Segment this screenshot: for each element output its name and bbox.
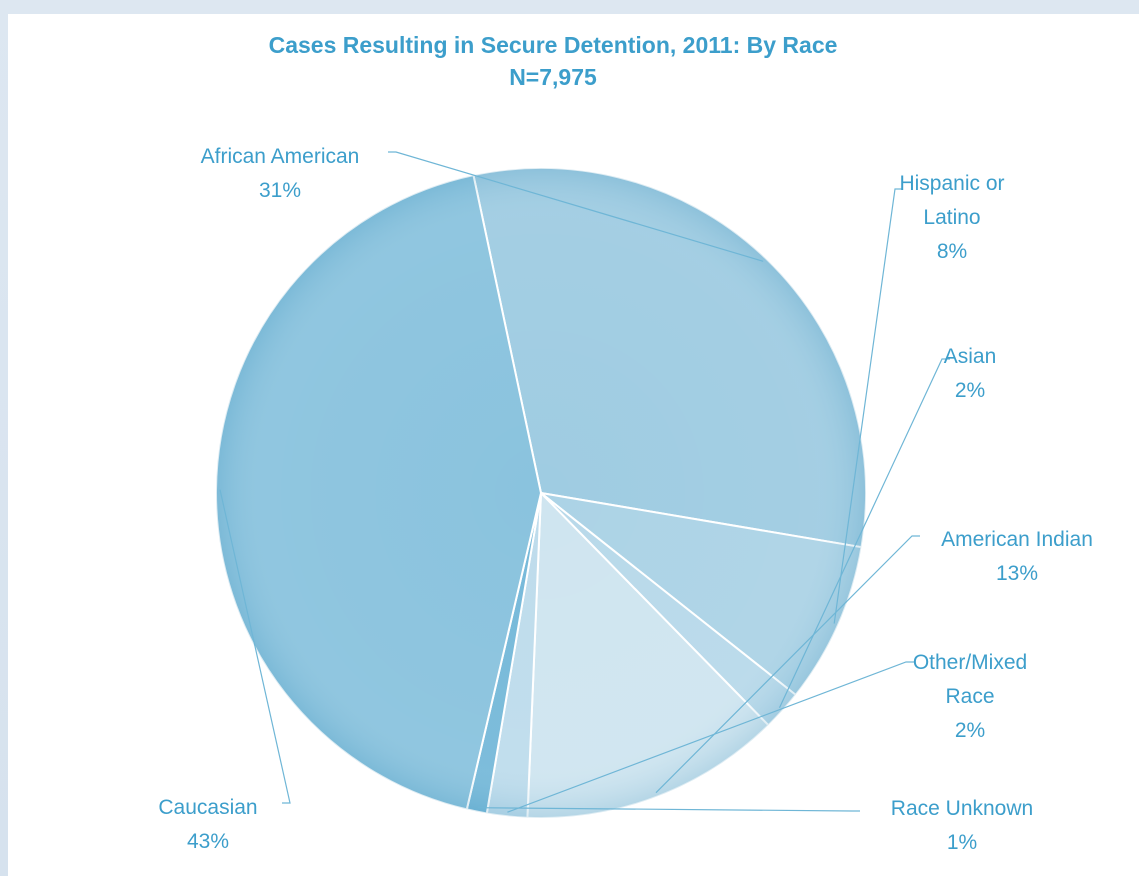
leader-line-other-mixed-race bbox=[507, 661, 914, 813]
slice-value-label: 2% bbox=[955, 379, 985, 402]
pie-slices bbox=[215, 167, 867, 819]
slice-value-label: 31% bbox=[259, 179, 301, 202]
leader-line-caucasian bbox=[219, 489, 291, 804]
chart-panel: Cases Resulting in Secure Detention, 201… bbox=[8, 14, 1139, 876]
chart-subtitle: N=7,975 bbox=[509, 64, 597, 90]
slice-category-label: Latino bbox=[923, 206, 980, 229]
slice-category-label: Caucasian bbox=[158, 796, 257, 819]
chart-title: Cases Resulting in Secure Detention, 201… bbox=[269, 32, 838, 58]
slice-category-label: African American bbox=[201, 145, 360, 168]
slice-category-label: Other/Mixed bbox=[913, 651, 1027, 674]
slice-value-label: 8% bbox=[937, 240, 967, 263]
slice-value-label: 2% bbox=[955, 719, 985, 742]
slice-labels: African American 31% Hispanic or Latino 8% As… bbox=[158, 145, 1092, 854]
leader-line-asian bbox=[778, 358, 950, 709]
leader-lines bbox=[219, 151, 950, 813]
slice-category-label: Asian bbox=[944, 345, 997, 368]
slice-category-label: American Indian bbox=[941, 528, 1093, 551]
slice-category-label: Race bbox=[945, 685, 994, 708]
leader-line-american-indian bbox=[655, 535, 920, 794]
leader-line-african-american bbox=[388, 151, 764, 262]
slice-value-label: 43% bbox=[187, 830, 229, 853]
pie-chart: Cases Resulting in Secure Detention, 201… bbox=[158, 32, 1092, 854]
slice-category-label: Hispanic or bbox=[899, 172, 1004, 195]
slice-category-label: Race Unknown bbox=[891, 797, 1033, 820]
leader-line-hispanic-or-latino bbox=[833, 188, 903, 624]
leader-line-race-unknown bbox=[477, 807, 860, 812]
slice-value-label: 13% bbox=[996, 562, 1038, 585]
slice-value-label: 1% bbox=[947, 831, 977, 854]
